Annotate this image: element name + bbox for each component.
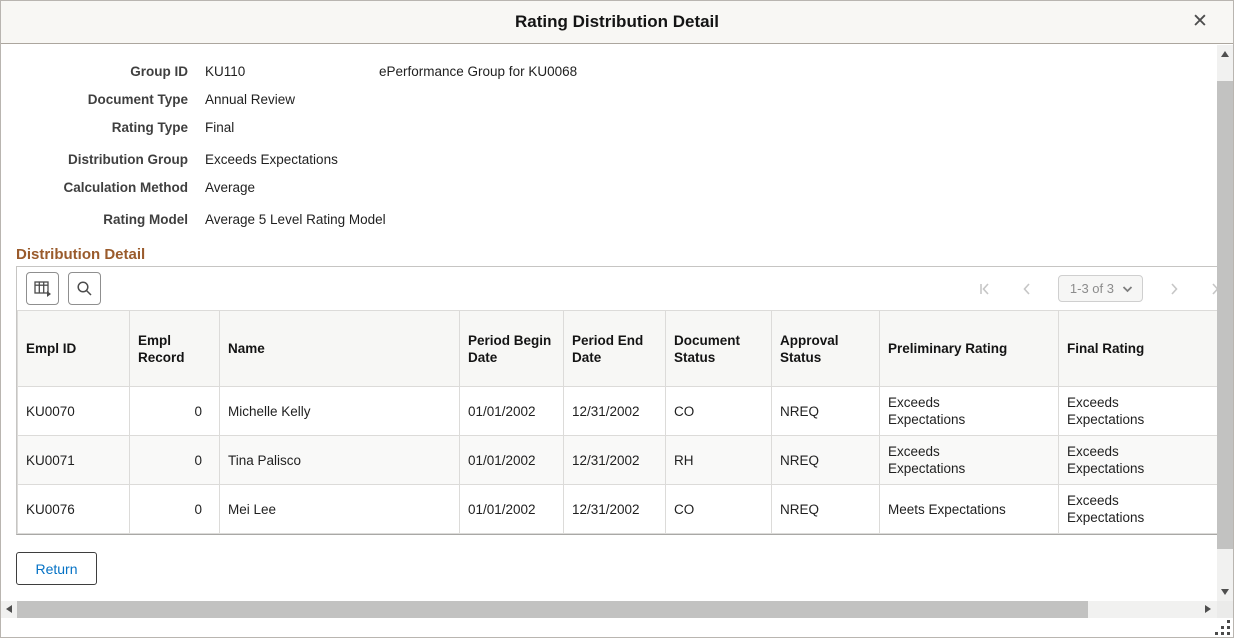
distribution-detail-grid: 1-3 of 3 Empl bbox=[16, 266, 1217, 535]
field-row-rating-type: Rating Type Final bbox=[16, 118, 1217, 138]
cell-name: Michelle Kelly bbox=[219, 386, 460, 436]
cell-empl-record: 0 bbox=[129, 386, 220, 436]
cell-final-rating: Exceeds Expectations bbox=[1058, 484, 1217, 534]
cell-empl-id: KU0070 bbox=[17, 386, 130, 436]
field-row-document-type: Document Type Annual Review bbox=[16, 90, 1217, 110]
table-header-row: Empl ID Empl Record Name Period Begin Da… bbox=[17, 310, 1217, 387]
field-label: Group ID bbox=[130, 64, 188, 79]
cell-preliminary-rating: Exceeds Expectations bbox=[879, 386, 1059, 436]
cell-final-rating: Exceeds Expectations bbox=[1058, 386, 1217, 436]
column-header-approval-status: Approval Status bbox=[771, 310, 880, 387]
scrollbar-corner bbox=[1217, 601, 1234, 618]
field-value: Annual Review bbox=[205, 92, 296, 107]
resize-grip-icon[interactable] bbox=[1215, 620, 1230, 635]
rating-text: Exceeds Expectations bbox=[888, 444, 966, 476]
scroll-right-icon[interactable] bbox=[1205, 605, 1211, 613]
column-header-period-end-date: Period End Date bbox=[563, 310, 666, 387]
vertical-scrollbar[interactable] bbox=[1217, 45, 1234, 601]
row-range-value: 1-3 of 3 bbox=[1069, 281, 1114, 296]
cell-document-status: RH bbox=[665, 435, 772, 485]
cell-empl-record: 0 bbox=[129, 435, 220, 485]
header-fields: Group ID KU110 ePerformance Group for KU00… bbox=[0, 45, 1217, 230]
search-icon bbox=[76, 280, 93, 297]
field-label: Document Type bbox=[87, 92, 188, 107]
table-row: KU0070 0 Michelle Kelly 01/01/2002 12/31… bbox=[17, 386, 1217, 436]
grid-pagination: 1-3 of 3 bbox=[964, 275, 1217, 302]
cell-final-rating: Exceeds Expectations bbox=[1058, 435, 1217, 485]
previous-page-icon[interactable] bbox=[1019, 281, 1035, 297]
field-value: Exceeds Expectations bbox=[205, 152, 338, 167]
distribution-detail-table: Empl ID Empl Record Name Period Begin Da… bbox=[17, 310, 1217, 534]
cell-period-end-date: 12/31/2002 bbox=[563, 435, 666, 485]
scroll-up-icon[interactable] bbox=[1221, 51, 1229, 57]
cell-name: Tina Palisco bbox=[219, 435, 460, 485]
close-icon[interactable]: ✕ bbox=[1187, 9, 1213, 35]
grid-toolbar: 1-3 of 3 bbox=[17, 267, 1217, 310]
cell-name: Mei Lee bbox=[219, 484, 460, 534]
column-header-document-status: Document Status bbox=[665, 310, 772, 387]
dialog-content: Group ID KU110 ePerformance Group for KU00… bbox=[0, 45, 1217, 601]
grid-section-heading: Distribution Detail bbox=[16, 246, 146, 263]
cell-approval-status: NREQ bbox=[771, 435, 880, 485]
scroll-down-icon[interactable] bbox=[1221, 589, 1229, 595]
column-header-name: Name bbox=[219, 310, 460, 387]
horizontal-scrollbar-thumb[interactable] bbox=[17, 601, 1088, 618]
first-page-icon[interactable] bbox=[977, 281, 993, 297]
return-button[interactable]: Return bbox=[16, 552, 97, 585]
field-value: Final bbox=[205, 120, 235, 135]
table-row: KU0071 0 Tina Palisco 01/01/2002 12/31/2… bbox=[17, 435, 1217, 485]
column-header-empl-record: Empl Record bbox=[129, 310, 220, 387]
field-row-group-id: Group ID KU110 ePerformance Group for KU00… bbox=[16, 62, 1217, 82]
cell-empl-record: 0 bbox=[129, 484, 220, 534]
cell-period-begin-date: 01/01/2002 bbox=[459, 435, 564, 485]
grid-search-button[interactable] bbox=[68, 272, 101, 305]
field-row-rating-model: Rating Model Average 5 Level Rating Model bbox=[16, 210, 1217, 230]
rating-text: Exceeds Expectations bbox=[1067, 444, 1145, 476]
grid-actions-button[interactable] bbox=[26, 272, 59, 305]
column-header-preliminary-rating: Preliminary Rating bbox=[879, 310, 1059, 387]
dialog-titlebar: Rating Distribution Detail ✕ bbox=[0, 0, 1234, 44]
dialog-title: Rating Distribution Detail bbox=[515, 11, 719, 31]
field-row-calculation-method: Calculation Method Average bbox=[16, 178, 1217, 198]
cell-period-begin-date: 01/01/2002 bbox=[459, 386, 564, 436]
field-label: Calculation Method bbox=[63, 180, 189, 195]
field-label: Rating Model bbox=[103, 212, 188, 227]
rating-text: Exceeds Expectations bbox=[888, 395, 966, 427]
field-value: KU110 bbox=[205, 64, 246, 79]
field-label: Rating Type bbox=[111, 120, 188, 135]
field-extra-description: ePerformance Group for KU0068 bbox=[379, 64, 578, 79]
cell-empl-id: KU0071 bbox=[17, 435, 130, 485]
cell-document-status: CO bbox=[665, 484, 772, 534]
cell-approval-status: NREQ bbox=[771, 386, 880, 436]
cell-period-begin-date: 01/01/2002 bbox=[459, 484, 564, 534]
horizontal-scrollbar[interactable] bbox=[0, 601, 1217, 618]
field-value: Average 5 Level Rating Model bbox=[205, 212, 386, 227]
row-range-select[interactable]: 1-3 of 3 bbox=[1057, 275, 1143, 302]
next-page-icon[interactable] bbox=[1166, 281, 1182, 297]
grid-action-icon bbox=[33, 280, 52, 297]
cell-empl-id: KU0076 bbox=[17, 484, 130, 534]
vertical-scrollbar-thumb[interactable] bbox=[1217, 81, 1234, 549]
cell-approval-status: NREQ bbox=[771, 484, 880, 534]
cell-document-status: CO bbox=[665, 386, 772, 436]
column-header-empl-id: Empl ID bbox=[17, 310, 130, 387]
cell-period-end-date: 12/31/2002 bbox=[563, 386, 666, 436]
scroll-left-icon[interactable] bbox=[6, 605, 12, 613]
chevron-down-icon bbox=[1122, 285, 1133, 293]
rating-text: Exceeds Expectations bbox=[1067, 493, 1145, 525]
field-value: Average bbox=[205, 180, 256, 195]
field-label: Distribution Group bbox=[68, 152, 188, 167]
field-row-distribution-group: Distribution Group Exceeds Expectations bbox=[16, 150, 1217, 170]
column-header-final-rating: Final Rating bbox=[1058, 310, 1217, 387]
column-header-period-begin-date: Period Begin Date bbox=[459, 310, 564, 387]
rating-text: Meets Expectations bbox=[888, 501, 1006, 517]
cell-preliminary-rating: Meets Expectations bbox=[879, 484, 1059, 534]
table-row: KU0076 0 Mei Lee 01/01/2002 12/31/2002 C… bbox=[17, 484, 1217, 534]
cell-preliminary-rating: Exceeds Expectations bbox=[879, 435, 1059, 485]
rating-text: Exceeds Expectations bbox=[1067, 395, 1145, 427]
cell-period-end-date: 12/31/2002 bbox=[563, 484, 666, 534]
last-page-icon[interactable] bbox=[1208, 281, 1217, 297]
